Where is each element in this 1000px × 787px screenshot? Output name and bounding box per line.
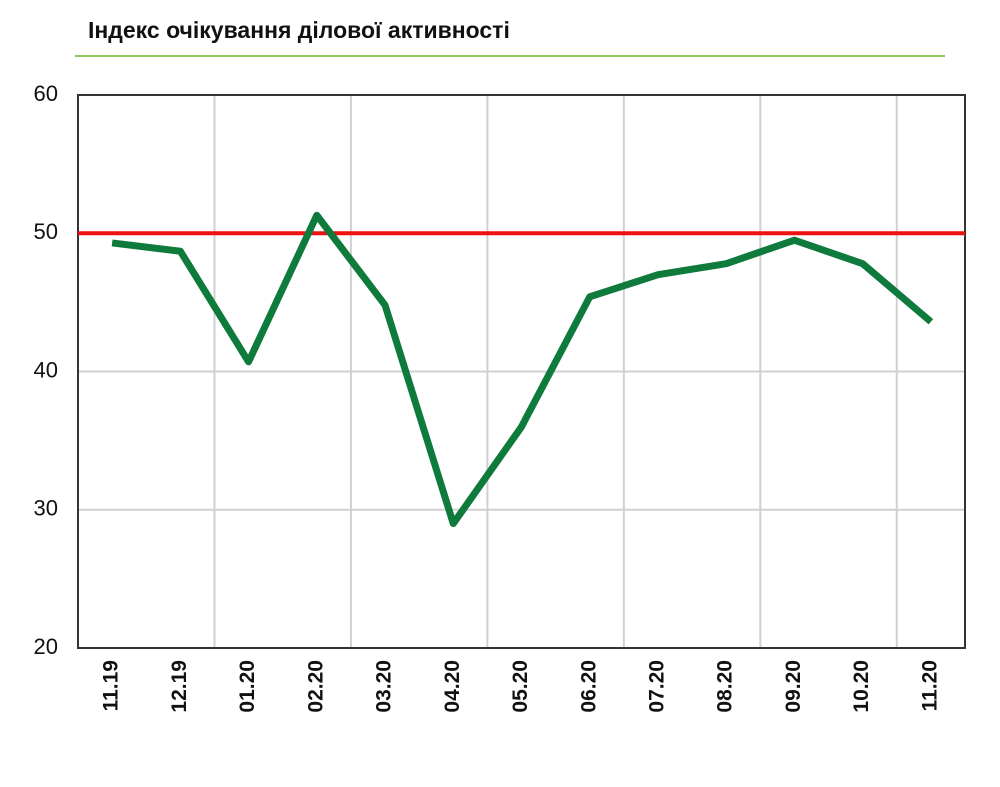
- x-tick-label: 04.20: [441, 660, 464, 713]
- x-tick-label: 02.20: [304, 660, 327, 713]
- x-tick-label: 06.20: [577, 660, 600, 713]
- x-tick-label: 05.20: [509, 660, 532, 713]
- chart-title: Індекс очікування ділової активності: [88, 17, 510, 43]
- y-tick-label: 40: [34, 357, 58, 382]
- x-tick-label: 01.20: [236, 660, 259, 713]
- y-tick-label: 20: [34, 634, 58, 659]
- x-tick-label: 11.19: [100, 660, 123, 711]
- x-tick-label: 08.20: [714, 660, 737, 713]
- x-tick-label: 11.20: [918, 660, 941, 711]
- plot-frame: [77, 94, 966, 649]
- x-tick-label: 09.20: [782, 660, 805, 713]
- y-tick-label: 50: [34, 219, 58, 244]
- y-tick-label: 30: [34, 496, 58, 521]
- x-tick-label: 12.19: [168, 660, 191, 713]
- x-tick-label: 03.20: [373, 660, 396, 713]
- y-tick-label: 60: [34, 81, 58, 106]
- data-line: [111, 211, 934, 528]
- x-tick-label: 07.20: [646, 660, 669, 713]
- x-tick-label: 10.20: [850, 660, 873, 713]
